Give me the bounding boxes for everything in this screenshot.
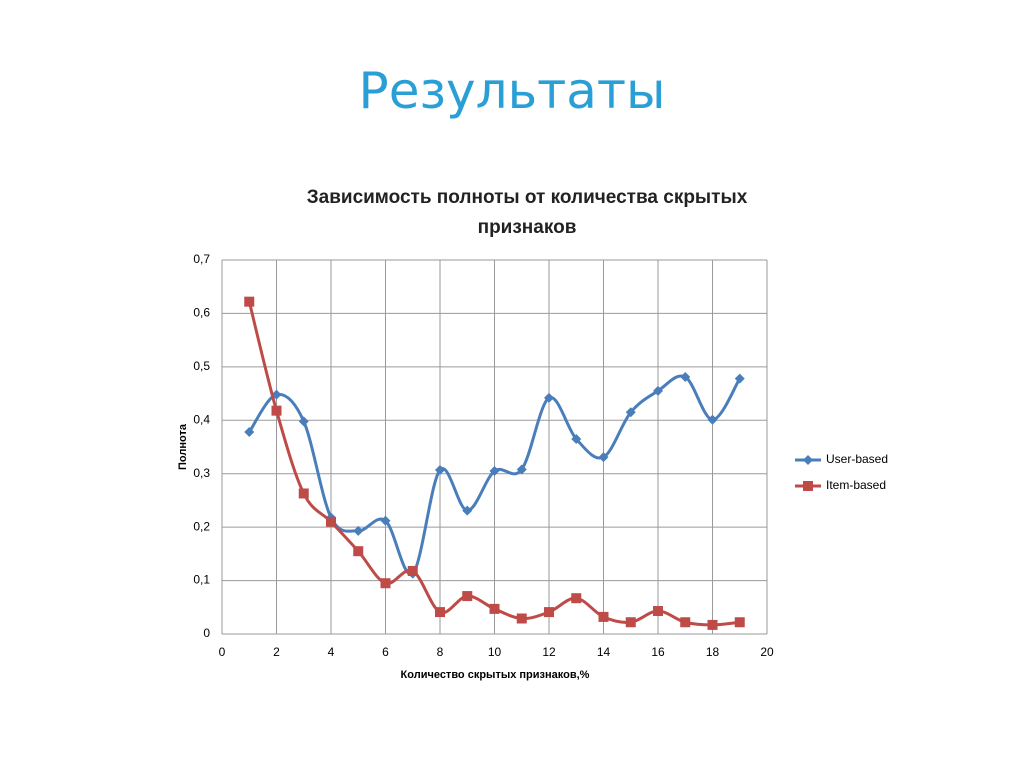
data-point xyxy=(598,452,609,463)
data-point xyxy=(380,578,391,589)
data-point xyxy=(298,488,309,499)
data-point xyxy=(571,433,582,444)
data-point xyxy=(380,515,391,526)
x-tick-label: 16 xyxy=(651,645,665,659)
data-point xyxy=(271,405,282,416)
data-point xyxy=(734,617,745,628)
data-point xyxy=(680,617,691,628)
y-axis-label: Полнота xyxy=(177,423,189,470)
data-point xyxy=(407,565,418,576)
data-point xyxy=(598,611,609,622)
data-point xyxy=(435,464,445,475)
x-tick-label: 4 xyxy=(328,645,335,659)
data-point xyxy=(516,464,527,475)
chart-title: Зависимость полноты от количества скрыты… xyxy=(306,187,748,238)
data-point xyxy=(707,414,718,425)
data-point xyxy=(462,591,473,602)
data-point xyxy=(435,607,445,618)
x-tick-label: 20 xyxy=(760,645,774,659)
y-tick-label: 0,1 xyxy=(193,573,210,587)
y-tick-label: 0,4 xyxy=(193,412,210,426)
data-point xyxy=(625,617,636,628)
data-point xyxy=(544,607,554,618)
data-point xyxy=(353,546,364,557)
legend-label: User-based xyxy=(826,452,888,466)
x-tick-label: 12 xyxy=(542,645,556,659)
x-tick-label: 10 xyxy=(488,645,502,659)
y-tick-label: 0,6 xyxy=(193,306,210,320)
data-point xyxy=(298,416,309,427)
data-point xyxy=(326,516,336,527)
x-tick-label: 2 xyxy=(273,645,280,659)
data-point xyxy=(516,613,527,624)
y-tick-label: 0,3 xyxy=(193,466,210,480)
data-point xyxy=(462,505,473,516)
legend-marker xyxy=(803,481,813,491)
slide-title: Результаты xyxy=(358,62,666,120)
y-tick-label: 0,7 xyxy=(193,252,210,266)
data-point xyxy=(707,619,718,630)
data-point xyxy=(653,606,663,617)
data-point xyxy=(680,372,691,383)
data-point xyxy=(625,407,636,418)
y-tick-label: 0,2 xyxy=(193,519,210,533)
data-point xyxy=(489,603,500,614)
data-point xyxy=(489,466,500,477)
legend-label: Item-based xyxy=(826,478,886,492)
data-point xyxy=(734,373,745,384)
data-point xyxy=(353,525,364,536)
data-point xyxy=(544,392,554,403)
data-point xyxy=(244,296,255,307)
x-tick-label: 8 xyxy=(437,645,444,659)
data-point xyxy=(571,593,582,604)
x-tick-label: 14 xyxy=(597,645,611,659)
x-axis-label: Количество скрытых признаков,% xyxy=(401,669,590,681)
data-point xyxy=(244,427,255,438)
y-tick-label: 0,5 xyxy=(193,359,210,373)
legend-marker xyxy=(803,455,813,465)
y-tick-label: 0 xyxy=(203,626,210,640)
x-tick-label: 6 xyxy=(382,645,389,659)
x-tick-label: 18 xyxy=(706,645,720,659)
x-tick-label: 0 xyxy=(219,645,226,659)
data-point xyxy=(653,385,663,396)
